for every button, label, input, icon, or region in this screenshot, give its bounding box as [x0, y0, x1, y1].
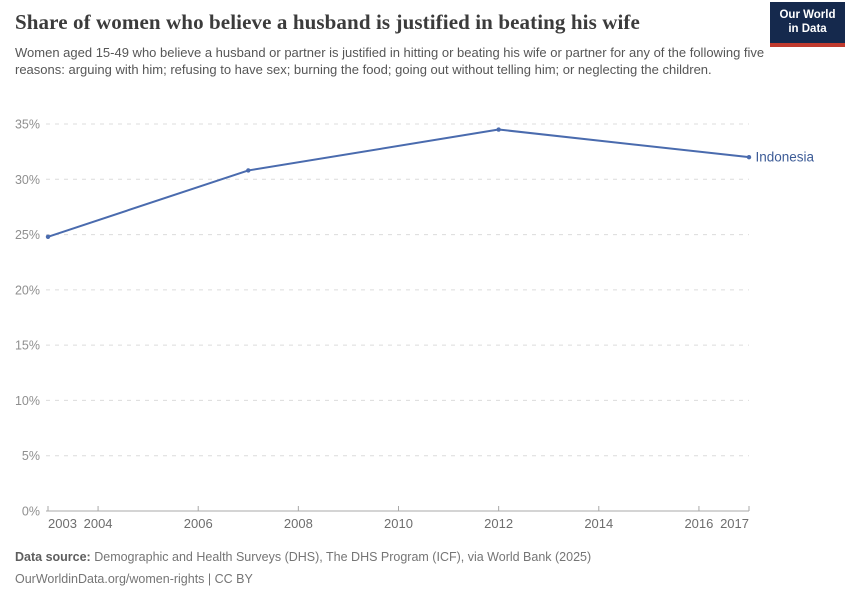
chart-footer: Data source: Demographic and Health Surv… — [15, 546, 591, 590]
x-tick-label: 2016 — [684, 516, 713, 531]
chart-header: Share of women who believe a husband is … — [15, 10, 835, 79]
data-source-label: Data source: — [15, 550, 91, 564]
x-tick-label: 2017 — [720, 516, 749, 531]
chart-subtitle: Women aged 15-49 who believe a husband o… — [15, 45, 765, 78]
data-point[interactable] — [45, 234, 51, 239]
license-link-line[interactable]: OurWorldinData.org/women-rights | CC BY — [15, 572, 253, 586]
data-point[interactable] — [746, 154, 752, 160]
y-tick-label: 0% — [22, 505, 40, 519]
owid-logo[interactable]: Our World in Data — [770, 2, 845, 47]
y-tick-label: 10% — [15, 394, 40, 408]
y-tick-label: 25% — [15, 228, 40, 242]
data-line[interactable] — [47, 128, 750, 238]
data-source-line: Data source: Demographic and Health Surv… — [15, 546, 591, 568]
y-tick-label: 15% — [15, 339, 40, 353]
x-tick-label: 2010 — [384, 516, 413, 531]
y-tick-label: 30% — [15, 173, 40, 187]
y-tick-label: 35% — [15, 118, 40, 132]
x-tick-label: 2006 — [184, 516, 213, 531]
data-point[interactable] — [496, 127, 501, 132]
data-point[interactable] — [246, 168, 251, 173]
x-tick-label: 2004 — [84, 516, 113, 531]
y-tick-label: 20% — [15, 283, 40, 297]
owid-logo-line1: Our World — [779, 9, 836, 21]
x-tick-label: 2012 — [484, 516, 513, 531]
y-tick-label: 5% — [22, 449, 40, 463]
chart-title: Share of women who believe a husband is … — [15, 10, 640, 34]
owid-logo-line2: in Data — [788, 22, 827, 35]
series-label[interactable]: Indonesia — [756, 150, 815, 165]
x-tick-label: 2003 — [48, 516, 77, 531]
x-tick-label: 2008 — [284, 516, 313, 531]
data-source-text: Demographic and Health Surveys (DHS), Th… — [94, 550, 592, 564]
x-tick-label: 2014 — [584, 516, 613, 531]
